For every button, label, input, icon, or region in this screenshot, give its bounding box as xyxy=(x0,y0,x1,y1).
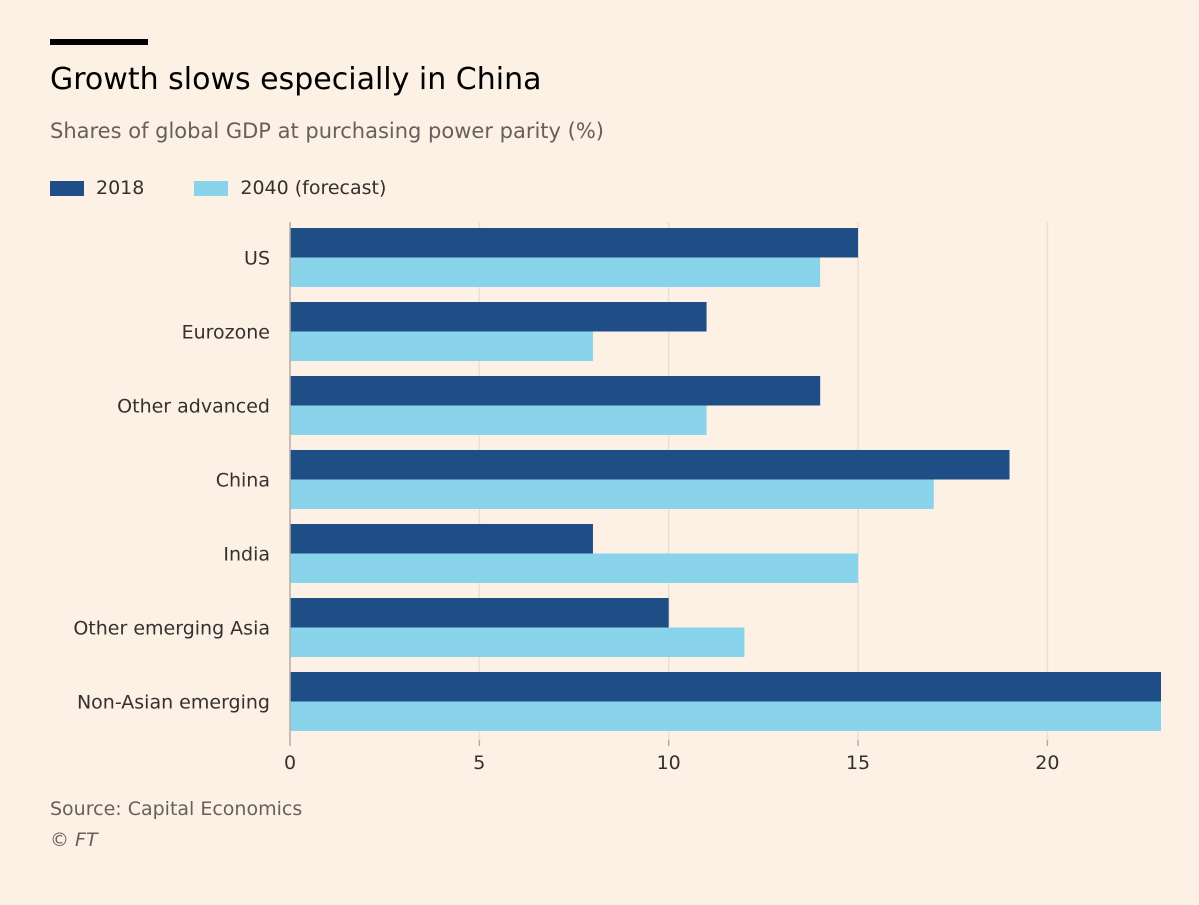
bar-2040-other-emerging-asia xyxy=(290,627,745,657)
legend-label-2040: 2040 (forecast) xyxy=(240,177,387,199)
chart-subtitle: Shares of global GDP at purchasing power… xyxy=(50,119,604,143)
bar-2040-us xyxy=(290,257,821,287)
category-label: US xyxy=(244,248,270,270)
source-note: Source: Capital Economics xyxy=(50,798,303,820)
bar-2018-other-emerging-asia xyxy=(290,598,669,628)
legend-item-2018: 2018 xyxy=(50,177,144,199)
title-accent-bar xyxy=(50,39,148,45)
bar-2040-china xyxy=(290,479,934,509)
chart-title: Growth slows especially in China xyxy=(50,62,542,97)
legend-swatch-2018 xyxy=(50,180,84,196)
x-tick-label: 5 xyxy=(473,752,485,774)
bar-2040-non-asian-emerging xyxy=(290,701,1161,731)
category-label: China xyxy=(216,470,270,492)
bar-2040-eurozone xyxy=(290,331,593,361)
x-tick-label: 15 xyxy=(846,752,870,774)
x-tick-label: 20 xyxy=(1035,752,1059,774)
legend-item-2040: 2040 (forecast) xyxy=(194,177,386,199)
category-label: Other emerging Asia xyxy=(73,618,270,640)
bar-2040-other-advanced xyxy=(290,405,707,435)
legend-label-2018: 2018 xyxy=(96,177,145,199)
category-label: India xyxy=(223,544,270,566)
bar-2018-india xyxy=(290,524,593,554)
bar-2040-india xyxy=(290,553,859,583)
legend: 2018 2040 (forecast) xyxy=(50,173,436,203)
bar-2018-eurozone xyxy=(290,302,707,332)
category-label: Other advanced xyxy=(117,396,270,418)
category-label: Non-Asian emerging xyxy=(77,692,270,714)
category-label: Eurozone xyxy=(182,322,270,344)
bar-2018-other-advanced xyxy=(290,376,821,406)
bar-chart: US Eurozone Other advanced China India Other … xyxy=(73,222,1161,774)
copyright-note: © FT xyxy=(50,829,98,851)
bar-2018-us xyxy=(290,228,859,258)
x-tick-label: 10 xyxy=(657,752,681,774)
x-tick-label: 0 xyxy=(284,752,296,774)
legend-swatch-2040 xyxy=(194,180,229,196)
bar-2018-china xyxy=(290,450,1010,480)
bar-2018-non-asian-emerging xyxy=(290,672,1161,702)
